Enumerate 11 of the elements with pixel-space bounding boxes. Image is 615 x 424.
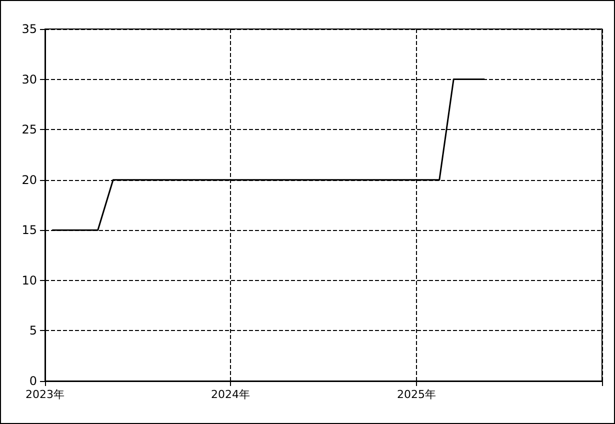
- y-tick-label: 10: [22, 273, 37, 288]
- y-tick-label: 30: [22, 72, 37, 86]
- y-tick-label: 35: [22, 22, 37, 36]
- y-tick-label: 0: [29, 374, 37, 388]
- x-tick-label: 2023年: [26, 388, 64, 401]
- y-tick-label: 20: [22, 172, 37, 187]
- x-tick-label: 2024年: [210, 388, 250, 401]
- y-tick-label: 15: [22, 223, 37, 238]
- y-tick-label: 5: [29, 324, 37, 338]
- y-tick-label: 25: [22, 122, 37, 137]
- x-tick-label: 2025年: [397, 388, 436, 401]
